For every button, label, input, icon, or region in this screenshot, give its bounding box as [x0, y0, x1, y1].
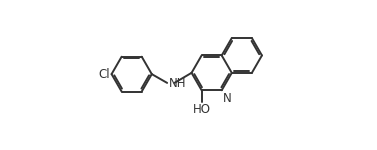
Text: NH: NH — [169, 77, 186, 90]
Text: HO: HO — [193, 103, 211, 116]
Text: N: N — [222, 92, 231, 105]
Text: Cl: Cl — [98, 68, 110, 81]
